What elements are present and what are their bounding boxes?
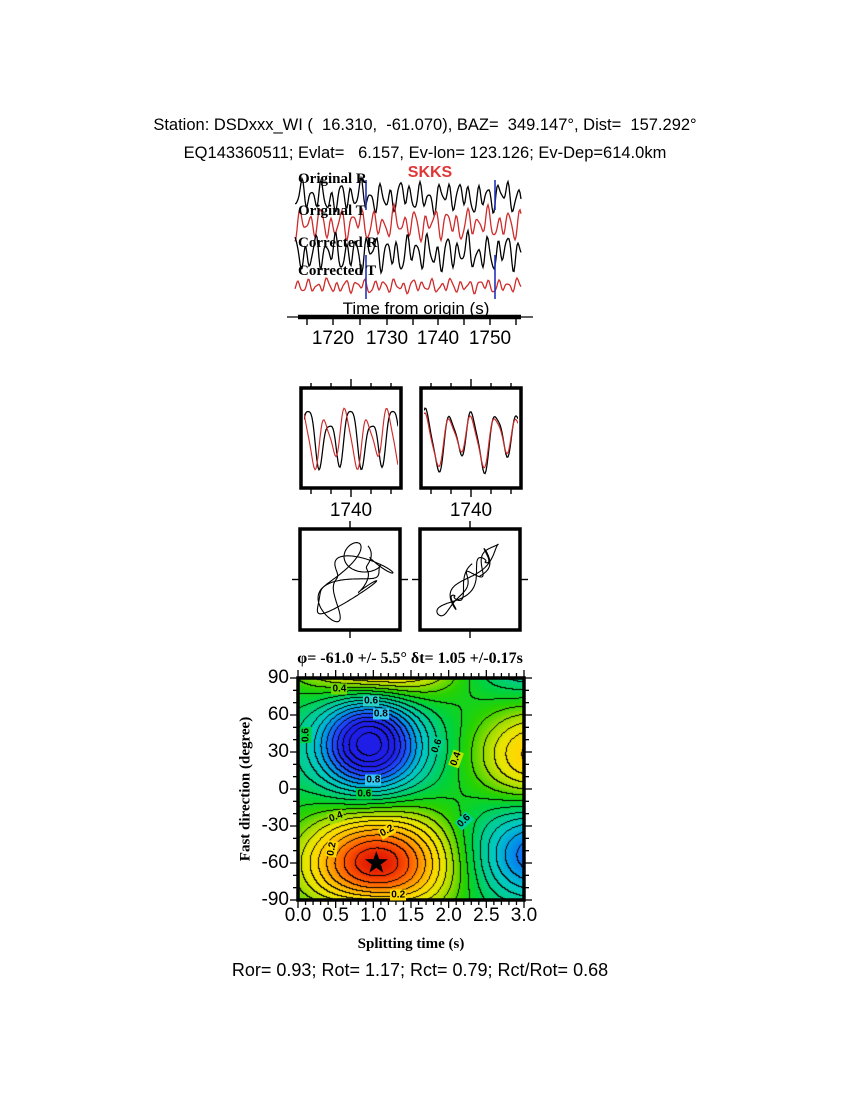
trace-3 [294,276,522,295]
best-fit-star [364,851,388,873]
window-trace-black [304,410,398,472]
time-tick-label: 1720 [311,328,355,349]
result-stats-line: Ror= 0.93; Rot= 1.17; Rct= 0.79; Rct/Rot… [231,960,609,980]
x-axis-label: Splitting time (s) [357,936,465,952]
window-trace-red [424,412,518,469]
event-info-line: EQ143360511; Evlat= 6.157, Ev-lon= 123.1… [183,144,667,162]
phase-label: SKKS [407,164,453,181]
y-tick-label: 90 [267,667,289,688]
x-tick-label: 2.0 [435,905,462,926]
trace-0 [294,175,522,216]
contour-label: 0.6 [300,726,312,743]
contour-label: 0.6 [356,788,373,800]
pm-curve-original [316,542,394,623]
heatmap-frame [296,676,526,902]
error-surface-frame [290,670,532,908]
trace-2 [294,228,522,276]
x-tick-label: 3.0 [510,905,538,926]
time-axis-label: Time from origin (s) [342,299,490,318]
error-surface-title: φ= -61.0 +/- 5.5° δt= 1.05 +/-0.17s [297,650,523,667]
y-tick-label: -90 [261,889,289,910]
window-trace-red [304,407,398,471]
x-tick-label: 1.5 [397,905,425,926]
seismogram-panel [287,175,533,325]
trace-label-corrected-r: Corrected R [298,235,378,251]
station-info-line: Station: DSDxxx_WI ( 16.310, -61.070), B… [153,116,697,134]
error-surface-heatmap [298,678,524,900]
time-tick-label: 1740 [416,328,460,349]
x-tick-label: 0.0 [284,905,312,926]
window-trace-black [424,407,518,475]
x-tick-label: 2.5 [473,905,500,926]
y-tick-label: 0 [278,778,289,799]
contour-label: 0.8 [372,708,389,720]
y-tick-label: 30 [267,741,289,762]
x-tick-label: 0.5 [322,905,349,926]
y-tick-label: -30 [261,815,289,836]
window-box [419,386,523,490]
x-tick-label: 1.0 [360,905,387,926]
trace-label-original-r: Original R [298,171,367,187]
particle-motion-panel [292,521,528,638]
pm-box [418,527,522,632]
y-axis-label: Fast direction (degree) [237,716,254,862]
window-box-tick-right: 1740 [449,500,493,521]
contour-label: 0.6 [363,695,380,707]
trace-1 [294,202,522,244]
y-tick-label: -60 [261,852,289,873]
pm-curve-corrected [436,543,500,617]
windowed-component-panel [299,379,523,497]
time-tick-label: 1730 [365,328,409,349]
y-tick-label: 60 [267,704,289,725]
contour-label: 0.8 [365,774,382,786]
time-tick-label: 1750 [468,328,512,349]
trace-label-corrected-t: Corrected T [298,263,377,279]
window-box-tick-left: 1740 [329,500,373,521]
trace-label-original-t: Original T [298,203,366,219]
contour-label: 0.4 [331,683,348,695]
contour-label: 0.2 [390,889,407,901]
